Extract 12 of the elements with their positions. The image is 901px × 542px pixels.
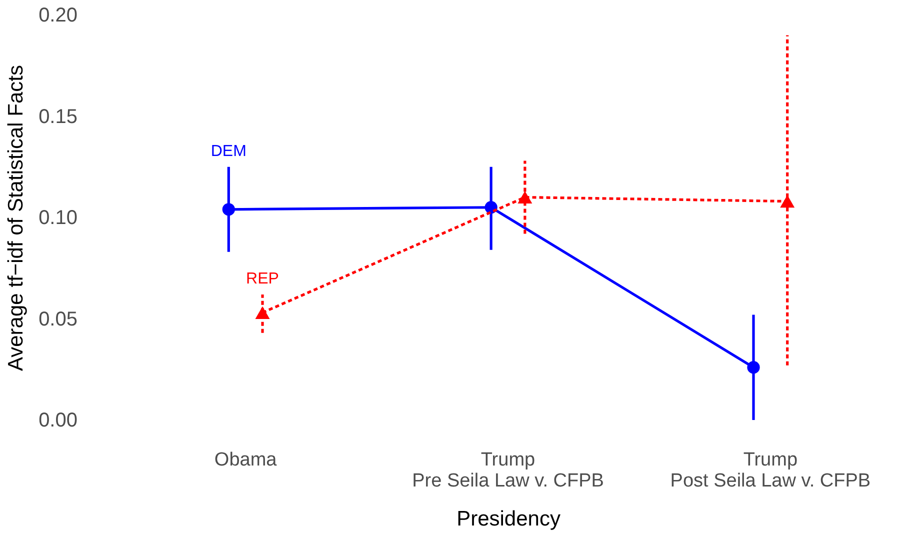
x-tick-label: Trump Pre Seila Law v. CFPB xyxy=(412,450,604,492)
y-axis-title: Average tf−idf of Statistical Facts xyxy=(4,64,28,372)
y-tick-label: 0.20 xyxy=(38,4,78,26)
series-label: REP xyxy=(246,270,279,288)
y-tick-label: 0.15 xyxy=(38,106,78,128)
y-tick-label: 0.05 xyxy=(38,308,78,330)
x-tick-label: Trump Post Seila Law v. CFPB xyxy=(670,450,871,492)
text: DEM xyxy=(210,142,246,160)
x-tick-label: Obama xyxy=(214,450,278,470)
y-tick-label: 0.00 xyxy=(38,410,78,432)
y-tick-label: 0.10 xyxy=(38,207,78,229)
x-axis-title: Presidency xyxy=(456,508,561,530)
